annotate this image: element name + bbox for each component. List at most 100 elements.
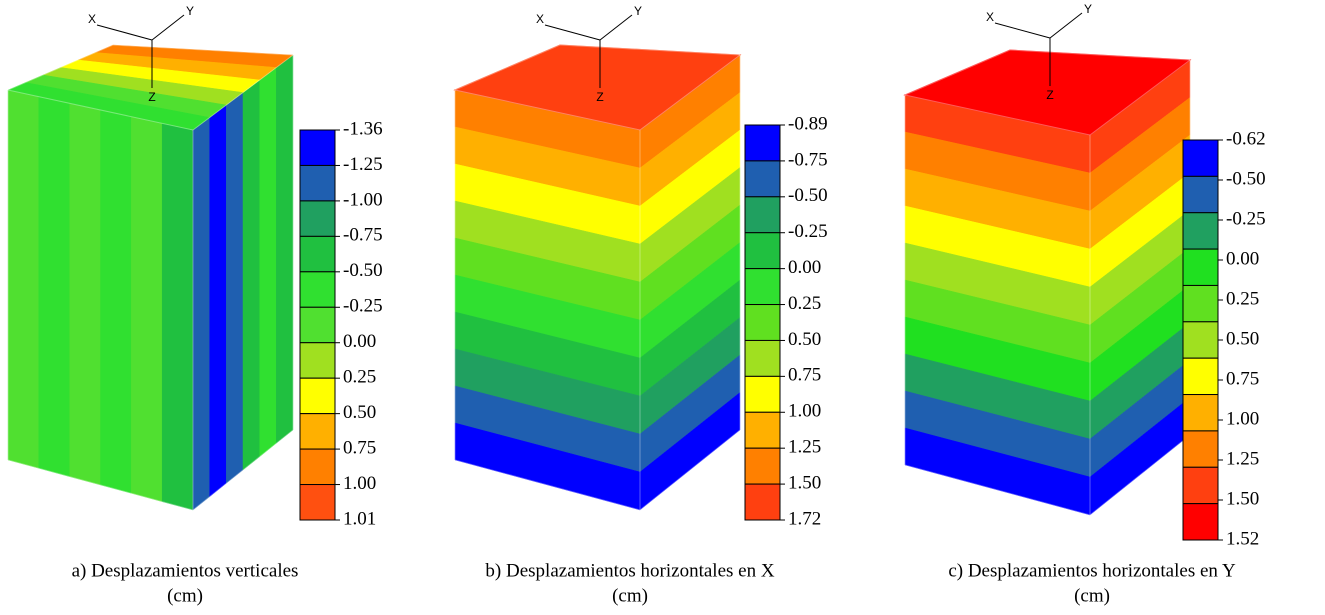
- legend-swatch: [744, 375, 781, 413]
- legend-label: 0.25: [788, 293, 821, 314]
- legend-label: -1.00: [343, 189, 383, 210]
- legend-swatch: [1182, 212, 1219, 250]
- legend-swatch: [1182, 175, 1219, 214]
- legend-label: -0.50: [1226, 168, 1266, 189]
- top-face: [453, 44, 742, 131]
- caption: c) Desplazamientos horizontales en Y: [948, 560, 1236, 581]
- legend-label: 1.00: [343, 473, 376, 494]
- edge: [904, 94, 1091, 136]
- edge: [904, 49, 1011, 96]
- legend-label: 1.25: [1226, 448, 1259, 469]
- legend-label: -0.50: [343, 260, 383, 281]
- face-stripe: [7, 89, 40, 469]
- legend-label: 0.00: [788, 257, 821, 278]
- edge: [192, 429, 294, 511]
- legend-label: 1.01: [343, 508, 376, 529]
- face-stripe: [242, 79, 260, 471]
- edge: [1089, 59, 1191, 136]
- legend-label: -0.25: [1226, 208, 1266, 229]
- legend-swatch: [744, 268, 781, 306]
- legend-swatch: [299, 484, 336, 521]
- legend-label: -0.89: [788, 113, 828, 134]
- legend-swatch: [299, 342, 336, 379]
- legend-label: 0.75: [1226, 368, 1259, 389]
- legend-label: 0.25: [1226, 288, 1259, 309]
- edge: [7, 459, 194, 511]
- caption-unit: (cm): [167, 585, 203, 606]
- legend-label: -1.25: [343, 154, 383, 175]
- caption: b) Desplazamientos horizontales en X: [485, 560, 774, 581]
- legend-label: 0.50: [343, 402, 376, 423]
- axis-label: Y: [634, 4, 642, 18]
- legend-label: 0.50: [1226, 328, 1259, 349]
- axis-label: Z: [1046, 88, 1053, 102]
- legend-label: -0.25: [788, 221, 828, 242]
- legend-swatch: [744, 124, 781, 162]
- legend-swatch: [299, 306, 336, 344]
- caption-unit: (cm): [1074, 585, 1110, 606]
- legend-swatch: [744, 339, 781, 377]
- axis-line: [994, 22, 1051, 39]
- legend-label: -0.75: [788, 149, 828, 170]
- legend-swatch: [1182, 394, 1219, 432]
- legend-label: 0.50: [788, 329, 821, 350]
- axis-label: X: [88, 12, 96, 26]
- legend-label: 1.25: [788, 437, 821, 458]
- legend-swatch: [1182, 139, 1219, 177]
- top-face: [903, 49, 1192, 136]
- legend-label: 0.00: [343, 331, 376, 352]
- legend-label: 1.72: [788, 508, 821, 529]
- legend-label: -0.62: [1226, 128, 1266, 149]
- legend-swatch: [744, 304, 781, 341]
- face-stripe: [38, 96, 70, 478]
- axis-label: Z: [596, 90, 603, 104]
- edge: [7, 44, 114, 91]
- legend-swatch: [744, 447, 781, 485]
- face-stripe: [100, 109, 132, 494]
- face-band: [639, 391, 741, 511]
- legend-swatch: [299, 235, 336, 273]
- face-stripe: [276, 54, 294, 444]
- legend-swatch: [1182, 430, 1219, 468]
- face-stripe: [69, 102, 101, 486]
- legend-label: -0.25: [343, 296, 383, 317]
- legend-label: 0.75: [788, 365, 821, 386]
- face-stripe: [226, 92, 244, 484]
- axis-line: [151, 14, 185, 41]
- edge: [454, 89, 641, 131]
- edge: [1089, 434, 1191, 516]
- legend-swatch: [1182, 466, 1219, 505]
- legend-label: -0.50: [788, 185, 828, 206]
- legend-swatch: [1182, 284, 1219, 323]
- legend-label: -1.36: [343, 118, 383, 139]
- legend-swatch: [1182, 357, 1219, 396]
- axis-line: [1049, 12, 1083, 39]
- legend-swatch: [299, 200, 336, 237]
- legend-label: 0.75: [343, 437, 376, 458]
- axis-line: [599, 14, 633, 41]
- edge: [192, 54, 294, 131]
- caption-unit: (cm): [612, 585, 648, 606]
- legend-swatch: [299, 164, 336, 202]
- legend-label: 1.00: [788, 401, 821, 422]
- axis-label: X: [536, 12, 544, 26]
- legend-label: 0.00: [1226, 248, 1259, 269]
- face-band: [7, 82, 211, 131]
- edge: [454, 459, 641, 511]
- axis-line: [96, 24, 153, 41]
- legend-label: 1.52: [1226, 528, 1259, 549]
- edge: [639, 54, 741, 131]
- legend-swatch: [744, 160, 781, 198]
- legend-swatch: [744, 411, 781, 449]
- legend-label: 1.00: [1226, 408, 1259, 429]
- axis-label: Z: [148, 90, 155, 104]
- legend-swatch: [299, 271, 336, 308]
- edge: [559, 44, 741, 56]
- legend-swatch: [299, 129, 336, 166]
- axis-label: X: [986, 10, 994, 24]
- face-stripe: [209, 104, 227, 498]
- legend-swatch: [1182, 248, 1219, 286]
- axis-label: Y: [186, 4, 194, 18]
- legend-swatch: [1182, 503, 1219, 541]
